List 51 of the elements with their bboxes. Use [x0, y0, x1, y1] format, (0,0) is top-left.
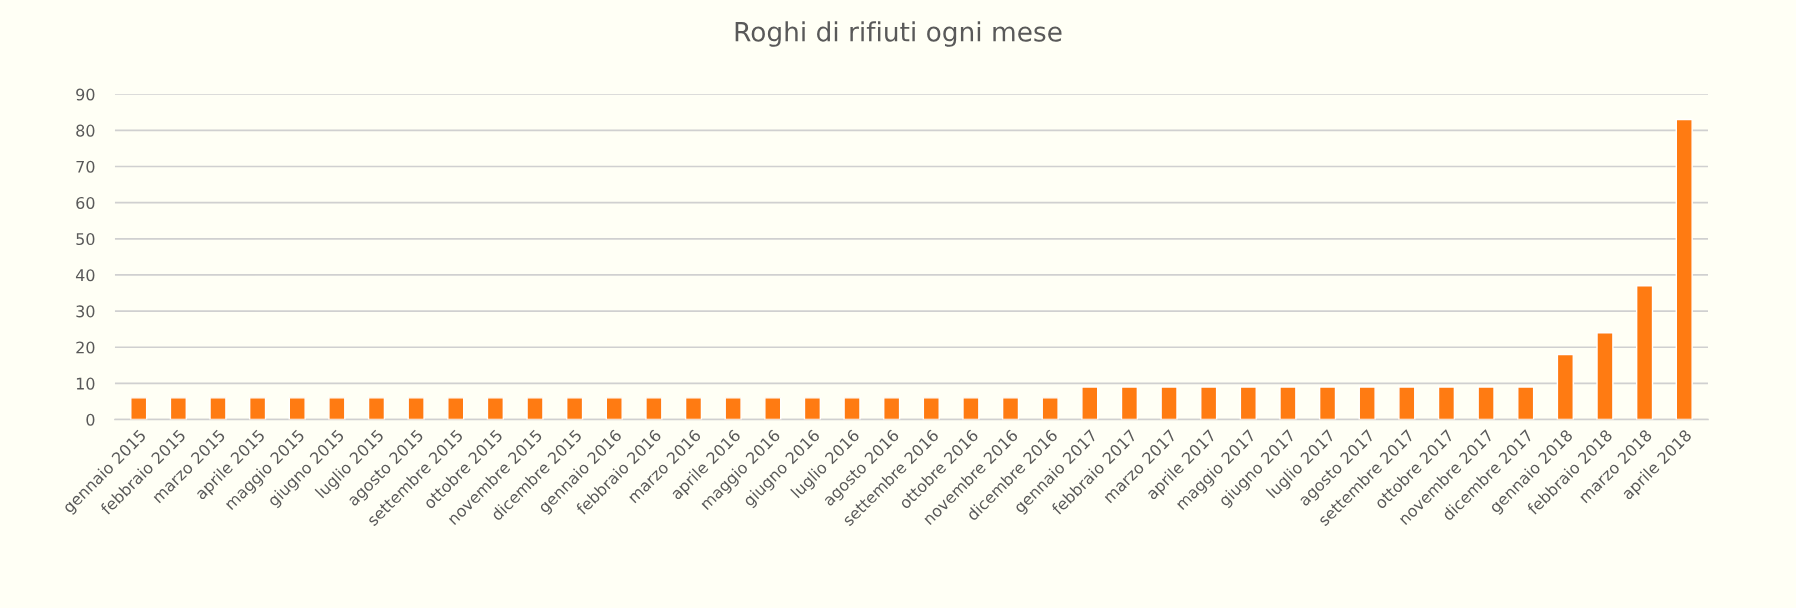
bar [883, 397, 901, 420]
bar [645, 397, 663, 420]
bar [1041, 397, 1059, 420]
bar [962, 397, 980, 420]
bar [328, 397, 346, 420]
bar [1200, 386, 1218, 420]
y-tick-label: 70 [76, 160, 95, 173]
bar [1398, 386, 1416, 420]
bar [1358, 386, 1376, 420]
y-tick-label: 80 [76, 124, 95, 137]
bar [1556, 353, 1574, 420]
bar [605, 397, 623, 420]
bar [1437, 386, 1456, 420]
bar [1081, 386, 1099, 420]
bar [526, 397, 544, 420]
bar [1318, 386, 1337, 420]
bar [1120, 386, 1139, 420]
bar [1675, 118, 1693, 420]
bar [1635, 285, 1654, 420]
bar [1477, 386, 1495, 420]
bar [1001, 397, 1020, 420]
bar [1239, 386, 1257, 420]
bar [169, 397, 187, 420]
bar [1279, 386, 1297, 420]
y-tick-label: 10 [76, 377, 95, 390]
y-tick-label: 50 [76, 233, 95, 246]
y-tick-label: 30 [76, 305, 95, 318]
bar [130, 397, 148, 420]
bar [1517, 386, 1535, 420]
bar [684, 397, 703, 420]
bar [248, 397, 267, 420]
y-tick-label: 0 [86, 413, 95, 426]
bar [367, 397, 386, 420]
bar [407, 397, 425, 420]
y-tick-label: 40 [75, 269, 95, 282]
bar [1596, 332, 1614, 420]
bar [724, 397, 742, 420]
bar [843, 397, 861, 420]
bar [486, 397, 504, 420]
bar [209, 397, 227, 420]
bar [288, 397, 306, 420]
bar [764, 397, 782, 420]
y-tick-label: 60 [76, 196, 95, 209]
y-tick-label: 20 [76, 341, 95, 354]
bar [922, 397, 940, 420]
bar [447, 397, 465, 420]
bar [566, 397, 584, 420]
y-tick-label: 90 [76, 88, 95, 101]
bar [1160, 386, 1178, 420]
chart-title: Roghi di rifiuti ogni mese [735, 21, 1062, 47]
bar [803, 397, 822, 420]
